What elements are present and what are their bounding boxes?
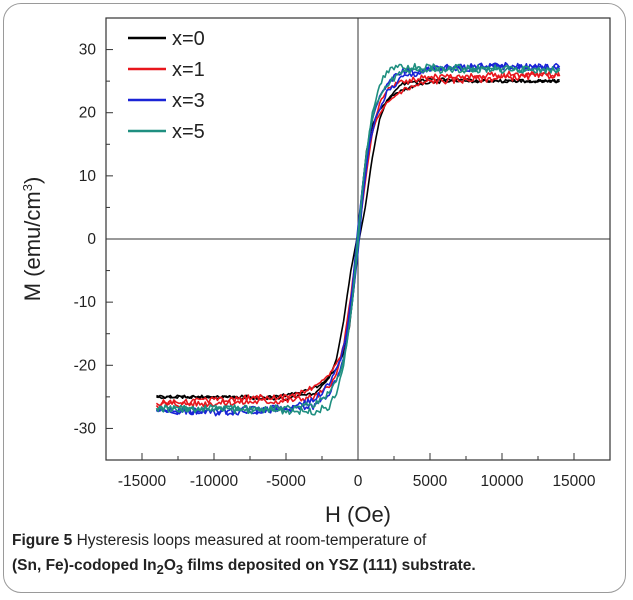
y-axis-label-sup: 3	[20, 184, 35, 191]
legend-label: x=5	[172, 121, 205, 143]
caption-line-2: (Sn, Fe)-codoped In2O3 films deposited o…	[12, 553, 620, 582]
y-tick-label: -30	[74, 420, 97, 437]
figure-caption: Figure 5 Hysteresis loops measured at ro…	[12, 528, 620, 582]
y-axis-label: M (emu/cm3)	[20, 177, 45, 302]
legend-label: x=0	[172, 28, 205, 50]
caption-line-1: Figure 5 Hysteresis loops measured at ro…	[12, 528, 620, 553]
x-tick-label: 10000	[480, 473, 523, 490]
x-tick-label: 5000	[413, 473, 448, 490]
hysteresis-chart: -15000 -10000 -5000 0 5000 10000 15000 -30 -20 -1…	[20, 17, 611, 527]
x-tick-label: -15000	[118, 473, 167, 490]
caption-sub-1: 2	[156, 562, 164, 578]
series-line-x=5-up	[156, 65, 561, 416]
y-tick-label: 20	[79, 105, 97, 122]
y-axis-label-close: )	[20, 177, 45, 184]
y-axis-label-main: M (emu/cm	[20, 191, 45, 301]
y-tick-label: -20	[74, 357, 97, 374]
legend-label: x=1	[172, 59, 205, 81]
caption-mid: O	[163, 557, 176, 574]
caption-line2-suffix: films deposited on YSZ (111) substrate.	[183, 557, 476, 574]
series-lines	[155, 61, 561, 417]
y-tick-label: -10	[74, 294, 97, 311]
y-tick-label: 10	[79, 168, 97, 185]
y-tick-label: 30	[79, 42, 97, 59]
x-axis-label: H (Oe)	[325, 502, 391, 527]
x-tick-label: 0	[354, 473, 363, 490]
x-tick-label: -5000	[266, 473, 306, 490]
caption-text: Hysteresis loops measured at room-temper…	[72, 532, 427, 549]
legend-label: x=3	[172, 90, 205, 112]
legend: x=0 x=1 x=3 x=5	[128, 28, 205, 143]
axis-ticks: -15000 -10000 -5000 0 5000 10000 15000 -30 -20 -1…	[74, 42, 596, 490]
caption-figure-label: Figure 5	[12, 532, 73, 549]
caption-sub-2: 3	[175, 562, 184, 578]
y-tick-label: 0	[87, 231, 96, 248]
figure-container	[3, 3, 626, 593]
x-tick-label: -10000	[190, 473, 239, 490]
caption-line2-prefix: (Sn, Fe)-codoped In	[12, 557, 157, 574]
series-line-x=5-down	[155, 62, 560, 413]
x-tick-label: 15000	[552, 473, 595, 490]
